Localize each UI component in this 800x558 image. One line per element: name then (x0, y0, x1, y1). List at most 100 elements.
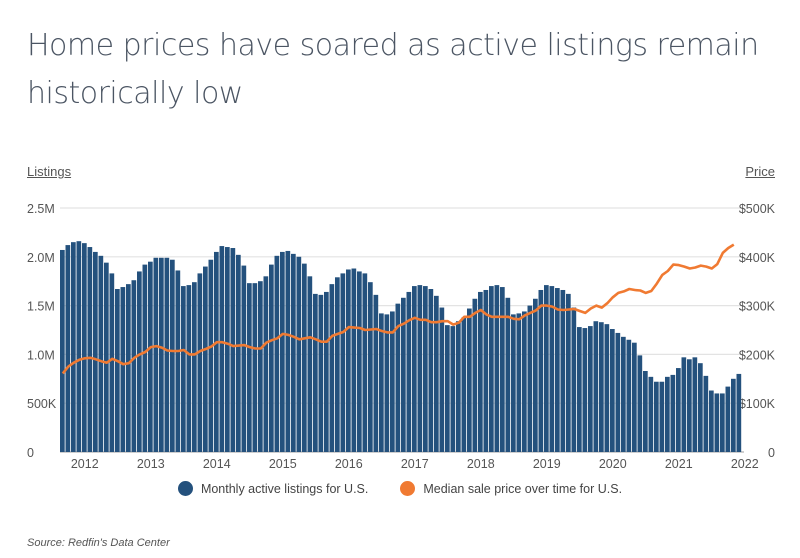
listing-bar (346, 269, 351, 452)
x-tick-label: 2017 (401, 457, 429, 471)
price-line (61, 243, 735, 375)
listing-bar (643, 370, 648, 452)
listing-bar (71, 242, 76, 452)
listing-bar (681, 357, 687, 452)
source-note: Source: Redfin's Data Center (27, 537, 170, 549)
listing-bar (181, 286, 186, 452)
listing-bar (626, 339, 632, 452)
listing-bar (505, 297, 511, 452)
listing-bar (522, 311, 527, 452)
listing-bar (445, 325, 450, 452)
right-axis-label: Price (745, 164, 775, 179)
listing-bar (379, 313, 384, 452)
listing-bar (665, 376, 670, 452)
left-tick-label: 0 (27, 446, 34, 460)
listing-bar (610, 329, 615, 452)
listing-bar (582, 328, 588, 452)
x-tick-label: 2012 (71, 457, 99, 471)
listing-bar (544, 285, 549, 452)
listing-bar (390, 311, 395, 452)
listing-bar (527, 305, 533, 452)
listing-bar (577, 327, 582, 452)
listing-bar (412, 286, 417, 452)
legend: Monthly active listings for U.S. Median … (0, 481, 800, 496)
legend-swatch-price (400, 481, 416, 496)
listing-bar (511, 314, 516, 452)
listing-bar (692, 357, 698, 452)
listing-bar (423, 286, 428, 452)
listing-bar (428, 289, 434, 452)
listing-bar (153, 257, 159, 452)
listing-bar (395, 303, 401, 452)
listing-bar (82, 243, 87, 452)
listing-bar (494, 285, 500, 452)
listing-bar (351, 268, 357, 452)
listing-bar (489, 286, 494, 452)
listing-bar (313, 293, 318, 452)
listing-bar (632, 342, 637, 452)
listing-bar (340, 273, 346, 452)
listing-bar (335, 277, 340, 452)
listing-bar (456, 321, 461, 452)
chart-title: Home prices have soared as active listin… (27, 28, 759, 111)
listing-bar (472, 298, 478, 452)
legend-item-listings: Monthly active listings for U.S. (177, 481, 368, 496)
listing-bar (417, 285, 423, 452)
listing-bar (450, 326, 456, 452)
listing-bar (566, 293, 571, 452)
listing-bar (203, 266, 208, 452)
listing-bar (302, 263, 307, 452)
listing-bar (120, 287, 126, 452)
listing-bar (126, 284, 131, 452)
listing-bar (357, 271, 362, 452)
listing-bar (373, 294, 379, 452)
listing-bar (252, 283, 258, 452)
listing-bar (274, 255, 280, 452)
listing-bar (439, 307, 445, 452)
listing-bar (648, 376, 654, 452)
listing-bar (142, 264, 148, 452)
listing-bar (175, 270, 181, 452)
listing-bar (654, 381, 659, 452)
right-tick-label: $400K (739, 251, 776, 265)
listing-bar (714, 393, 720, 452)
listing-bar (148, 261, 153, 452)
listing-bar (225, 247, 230, 452)
listing-bar (500, 287, 505, 452)
listing-bar (197, 273, 203, 452)
listing-bar (236, 254, 241, 452)
listing-bar (291, 253, 296, 452)
listing-bar (159, 257, 164, 452)
listing-bar (709, 390, 714, 452)
listing-bar (736, 373, 742, 452)
listing-bar (164, 257, 170, 452)
listing-bar (192, 282, 197, 452)
legend-swatch-listings (177, 481, 193, 496)
listing-bar (406, 291, 412, 452)
listing-bar (285, 250, 291, 452)
right-tick-label: $100K (739, 397, 776, 411)
listing-bar (131, 280, 137, 452)
x-tick-label: 2020 (599, 457, 627, 471)
listing-bar (368, 282, 373, 452)
listing-bar (538, 289, 544, 452)
listing-bar (687, 359, 692, 452)
listing-bar (65, 245, 71, 452)
x-tick-label: 2018 (467, 457, 495, 471)
listing-bar (720, 393, 725, 452)
listing-bar (137, 271, 142, 452)
listing-bar (401, 297, 406, 452)
right-tick-label: $200K (739, 348, 776, 362)
listing-bar (104, 262, 109, 452)
x-tick-label: 2022 (731, 457, 759, 471)
listing-bar (60, 249, 65, 452)
listing-bar (115, 289, 120, 452)
x-tick-label: 2013 (137, 457, 165, 471)
x-tick-label: 2016 (335, 457, 363, 471)
listing-bar (637, 355, 643, 452)
listing-bar (87, 247, 93, 452)
listing-bar (731, 378, 736, 452)
listing-bar (362, 273, 368, 452)
legend-label-price: Median sale price over time for U.S. (423, 481, 623, 496)
